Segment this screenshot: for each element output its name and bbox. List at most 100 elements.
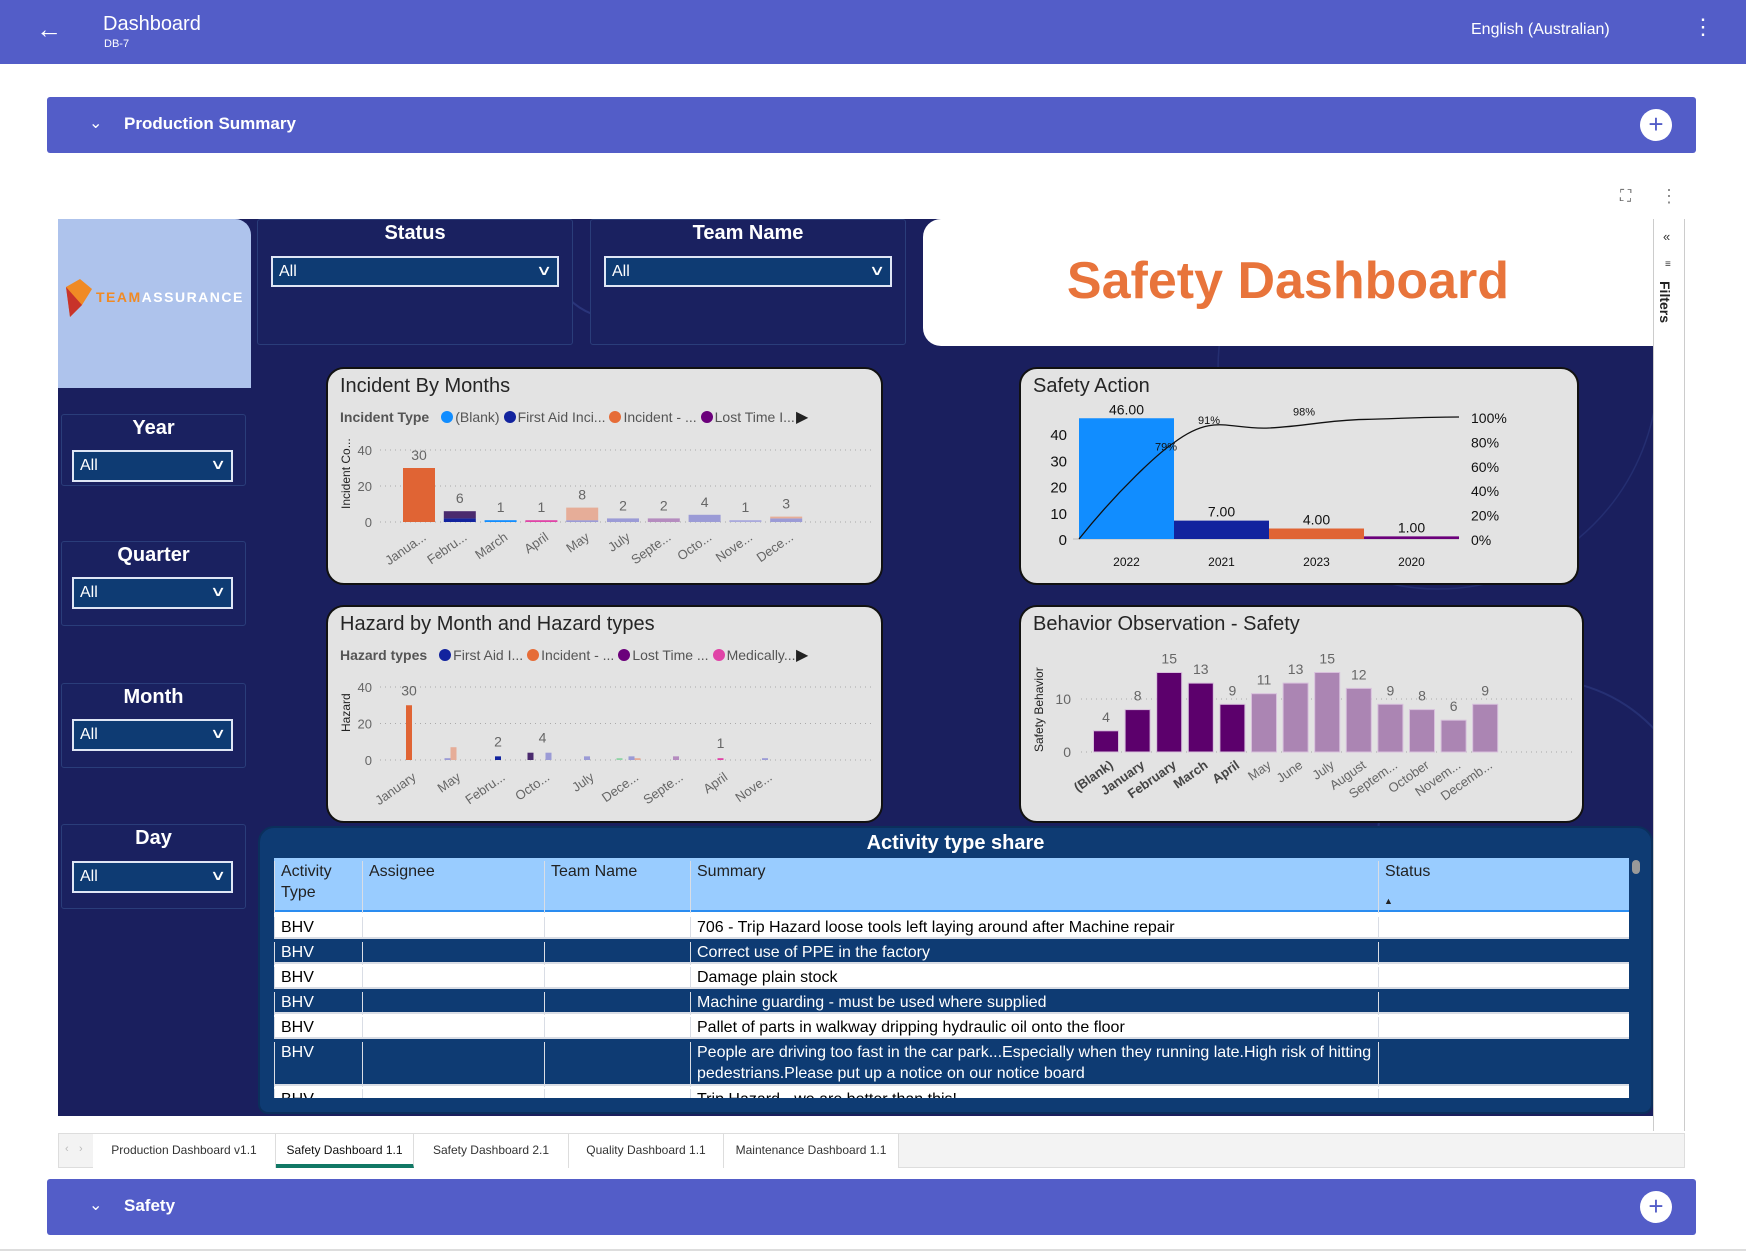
x-tick-label: March bbox=[1171, 757, 1211, 791]
bar-segment bbox=[443, 511, 476, 519]
activity-table: Activity type share Activity Type Assigne… bbox=[258, 826, 1653, 1114]
tick-label: 0 bbox=[1059, 532, 1067, 549]
data-label: 1 bbox=[717, 735, 725, 751]
data-label: 2 bbox=[619, 497, 627, 513]
data-label: 3 bbox=[782, 496, 790, 512]
line-label: 79% bbox=[1155, 442, 1177, 454]
table-row[interactable]: BHV Correct use of PPE in the factory bbox=[274, 939, 1629, 965]
legend-item[interactable]: Incident - ... bbox=[523, 647, 614, 663]
line-label: 98% bbox=[1293, 406, 1315, 418]
bar bbox=[1251, 693, 1277, 753]
table-row[interactable]: BHV People are driving too fast in the ca… bbox=[274, 1039, 1629, 1087]
tab-safety-dashboard-2-1[interactable]: Safety Dashboard 2.1 bbox=[414, 1134, 569, 1168]
fullscreen-icon[interactable]: ⛶ bbox=[1620, 188, 1632, 205]
legend-item[interactable]: Lost Time I... bbox=[697, 409, 795, 425]
bar bbox=[634, 758, 641, 760]
day-dropdown[interactable]: All ∨ bbox=[72, 861, 233, 893]
chevron-down-icon[interactable]: ⌄ bbox=[89, 1197, 103, 1214]
section-safety[interactable]: ⌄ Safety + bbox=[47, 1179, 1696, 1235]
axis-title: Safety Behavior bbox=[1032, 667, 1046, 752]
legend-next-icon[interactable]: ▶ bbox=[796, 409, 809, 426]
column-header[interactable]: Summary bbox=[690, 861, 1378, 913]
tab-production-dashboard-v1-1[interactable]: Production Dashboard v1.1 bbox=[93, 1134, 276, 1168]
more-menu-icon[interactable]: ⋮ bbox=[1692, 14, 1714, 39]
legend-item[interactable]: First Aid I... bbox=[435, 647, 523, 663]
chevron-down-icon[interactable]: ⌄ bbox=[89, 115, 103, 132]
x-tick-label: April bbox=[700, 769, 730, 796]
tab-quality-dashboard-1-1[interactable]: Quality Dashboard 1.1 bbox=[569, 1134, 724, 1168]
legend-item[interactable]: Lost Time ... bbox=[614, 647, 709, 663]
x-tick-label: March bbox=[472, 529, 510, 562]
x-tick-label: April bbox=[1209, 757, 1242, 786]
data-label: 4 bbox=[539, 730, 547, 746]
tab-prev-icon[interactable]: ‹ bbox=[65, 1143, 69, 1155]
table-title: Activity type share bbox=[866, 832, 1045, 854]
bar bbox=[450, 747, 457, 760]
legend-item[interactable]: First Aid Inci... bbox=[500, 409, 605, 425]
column-header[interactable]: Assignee bbox=[362, 861, 544, 913]
filters-pane[interactable]: « ≡ Filters bbox=[1653, 219, 1685, 1131]
chevron-down-icon: ∨ bbox=[209, 456, 227, 472]
axis-title: Incident Co... bbox=[339, 438, 353, 509]
tick-label: 100% bbox=[1471, 410, 1507, 426]
team-name-dropdown[interactable]: All ∨ bbox=[604, 256, 892, 287]
report-canvas: TEAMASSURANCE Status All ∨ Team Name All ∨… bbox=[58, 219, 1653, 1116]
add-icon[interactable]: + bbox=[1640, 109, 1672, 141]
x-tick-label: 2021 bbox=[1208, 555, 1235, 569]
tick-label: 20 bbox=[358, 479, 372, 494]
tick-label: 40 bbox=[358, 443, 372, 458]
x-tick-label: Septe... bbox=[640, 769, 685, 807]
slicer-label: Month bbox=[123, 686, 184, 708]
table-row[interactable]: BHV 706 - Trip Hazard loose tools left la… bbox=[274, 914, 1629, 940]
x-tick-label: 2022 bbox=[1113, 555, 1140, 569]
legend-dot-icon bbox=[527, 649, 540, 661]
data-label: 8 bbox=[1134, 688, 1142, 704]
bar bbox=[1409, 709, 1435, 753]
data-label: 30 bbox=[411, 447, 427, 463]
bar bbox=[584, 756, 590, 760]
table-cell bbox=[1378, 1042, 1629, 1087]
legend-dot-icon bbox=[439, 649, 452, 661]
x-tick-label: Nove... bbox=[713, 529, 755, 565]
column-header[interactable]: Activity Type bbox=[274, 861, 362, 913]
visual-more-icon[interactable]: ⋮ bbox=[1660, 186, 1678, 206]
legend-next-icon[interactable]: ▶ bbox=[796, 647, 809, 664]
legend-item[interactable]: Medically... bbox=[709, 647, 796, 663]
column-header[interactable]: Status bbox=[1378, 861, 1629, 913]
quarter-dropdown[interactable]: All ∨ bbox=[72, 577, 233, 609]
table-row[interactable]: BHV Pallet of parts in walkway dripping h… bbox=[274, 1014, 1629, 1040]
year-dropdown[interactable]: All ∨ bbox=[72, 450, 233, 482]
table-cell bbox=[362, 1042, 544, 1087]
tick-label: 20 bbox=[358, 717, 372, 732]
filter-icon: ≡ bbox=[1665, 259, 1671, 270]
legend-item[interactable]: (Blank) bbox=[437, 409, 500, 425]
bar bbox=[673, 756, 679, 760]
slicer-label: Status bbox=[384, 222, 446, 244]
tab-safety-dashboard-1-1[interactable]: Safety Dashboard 1.1 bbox=[276, 1134, 414, 1168]
bar bbox=[1174, 520, 1269, 539]
back-arrow-icon[interactable]: ← bbox=[36, 14, 62, 44]
legend-item[interactable]: Incident - ... bbox=[605, 409, 697, 425]
tab-next-icon[interactable]: › bbox=[79, 1143, 83, 1155]
section-production-summary[interactable]: ⌄ Production Summary + bbox=[47, 97, 1696, 153]
table-row[interactable]: BHV Damage plain stock bbox=[274, 964, 1629, 990]
status-dropdown[interactable]: All ∨ bbox=[271, 256, 559, 287]
tick-label: 60% bbox=[1471, 459, 1499, 475]
column-header[interactable]: Team Name bbox=[544, 861, 690, 913]
tab-maintenance-dashboard-1-1[interactable]: Maintenance Dashboard 1.1 bbox=[724, 1134, 899, 1168]
data-label: 30 bbox=[401, 682, 417, 698]
table-cell bbox=[362, 942, 544, 965]
x-tick-label: Dece... bbox=[754, 529, 796, 565]
add-icon[interactable]: + bbox=[1640, 1191, 1672, 1223]
collapse-icon[interactable]: « bbox=[1663, 229, 1671, 244]
table-row[interactable]: BHV Machine guarding - must be used where… bbox=[274, 989, 1629, 1015]
sort-ascending-icon: ▲ bbox=[1384, 896, 1393, 906]
table-cell bbox=[362, 967, 544, 990]
bar bbox=[1093, 730, 1119, 753]
language-selector[interactable]: English (Australian) bbox=[1471, 21, 1610, 38]
bar bbox=[762, 758, 768, 760]
month-dropdown[interactable]: All ∨ bbox=[72, 719, 233, 751]
table-scrollbar[interactable] bbox=[1632, 860, 1640, 874]
data-label: 2 bbox=[494, 733, 502, 749]
